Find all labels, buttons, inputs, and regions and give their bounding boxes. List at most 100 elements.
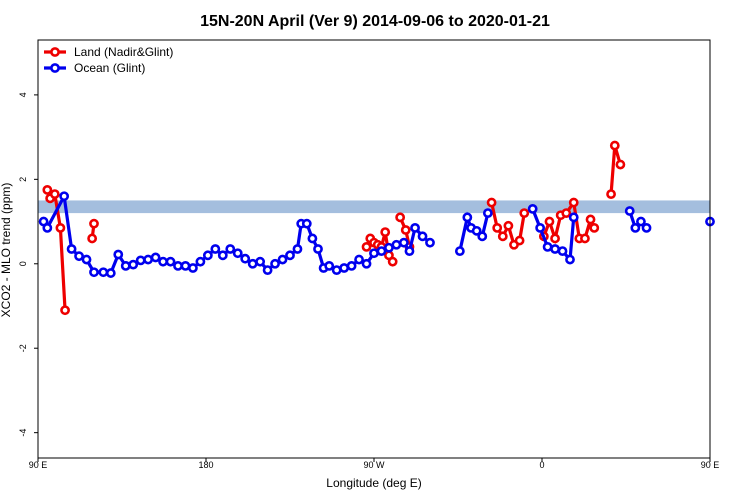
- data-point: [609, 140, 620, 151]
- data-point: [535, 222, 546, 233]
- data-point: [49, 189, 60, 200]
- data-point: [313, 244, 323, 254]
- legend-swatch-marker: [50, 47, 60, 57]
- data-point: [81, 254, 92, 265]
- data-point: [544, 216, 555, 227]
- data-point: [135, 255, 146, 266]
- data-point: [180, 260, 191, 271]
- series-line: [609, 145, 622, 195]
- series-line: [542, 198, 596, 245]
- data-point: [307, 233, 318, 244]
- data-point: [482, 208, 493, 219]
- data-point: [417, 231, 428, 242]
- data-point: [503, 220, 514, 231]
- data-point: [589, 222, 600, 233]
- data-point: [384, 242, 394, 253]
- x-axis: 90 E 180 90 W 0 90 E: [29, 458, 720, 470]
- series-layer: [38, 140, 715, 316]
- data-point: [128, 259, 139, 270]
- y-axis: -4 -2 0 2 4: [18, 92, 38, 437]
- data-point: [113, 249, 124, 260]
- data-point: [519, 208, 530, 219]
- data-point: [277, 254, 288, 265]
- data-point: [550, 244, 560, 254]
- data-point: [247, 258, 258, 269]
- data-point: [87, 233, 98, 244]
- data-point: [158, 256, 168, 267]
- data-point: [636, 216, 646, 227]
- y-tick-label: 2: [18, 177, 28, 182]
- data-point: [354, 254, 364, 265]
- data-point: [361, 241, 372, 252]
- x-tick-label: 0: [539, 460, 544, 470]
- data-point: [410, 222, 420, 233]
- data-point: [42, 222, 53, 233]
- y-axis-label: XCO2 - MLO trend (ppm): [0, 183, 13, 318]
- data-point: [471, 225, 482, 236]
- data-point: [60, 305, 70, 316]
- map-band: [38, 200, 710, 214]
- data-point: [150, 252, 161, 263]
- data-point: [324, 260, 335, 271]
- data-point: [561, 208, 572, 219]
- series-1: [38, 191, 715, 278]
- data-point: [492, 222, 503, 233]
- data-point: [292, 244, 303, 254]
- data-point: [232, 248, 243, 259]
- x-tick-label: 90 E: [29, 460, 48, 470]
- data-point: [527, 203, 538, 214]
- data-point: [66, 244, 77, 254]
- y-tick-label: -4: [18, 429, 28, 437]
- data-point: [339, 263, 350, 273]
- data-point: [105, 268, 116, 278]
- data-point: [301, 218, 312, 229]
- data-point: [202, 250, 213, 261]
- data-point: [387, 256, 398, 267]
- x-tick-label: 180: [198, 460, 213, 470]
- data-point: [165, 256, 176, 267]
- x-tick-label: 90 E: [701, 460, 720, 470]
- data-point: [454, 246, 465, 257]
- data-point: [59, 191, 70, 202]
- legend-swatch-marker: [50, 63, 60, 73]
- data-point: [188, 263, 198, 273]
- data-point: [42, 184, 53, 195]
- data-point: [395, 212, 406, 223]
- legend: Land (Nadir&Glint) Ocean (Glint): [44, 45, 173, 75]
- data-point: [285, 250, 295, 261]
- data-point: [486, 197, 497, 208]
- data-point: [143, 254, 154, 265]
- y-tick-label: 0: [18, 261, 28, 266]
- data-point: [270, 258, 280, 269]
- data-point: [120, 260, 131, 271]
- data-point: [630, 222, 641, 233]
- data-point: [400, 225, 411, 235]
- chart-title: 15N-20N April (Ver 9) 2014-09-06 to 2020…: [200, 13, 550, 30]
- data-point: [585, 214, 596, 225]
- data-point: [361, 258, 372, 269]
- data-point: [404, 246, 415, 257]
- x-tick-label: 90 W: [363, 460, 385, 470]
- y-tick-label: 4: [18, 92, 28, 97]
- data-point: [477, 231, 488, 242]
- data-point: [462, 212, 473, 223]
- legend-label: Land (Nadir&Glint): [74, 45, 173, 59]
- data-point: [225, 244, 236, 254]
- data-point: [542, 241, 553, 252]
- data-point: [425, 237, 435, 248]
- data-point: [173, 260, 183, 271]
- data-point: [615, 159, 626, 170]
- data-point: [240, 253, 251, 264]
- data-point: [89, 267, 99, 278]
- y-tick-label: -2: [18, 344, 28, 352]
- x-axis-label: Longitude (deg E): [326, 476, 421, 490]
- data-point: [391, 239, 402, 250]
- ocean-band: [38, 200, 710, 214]
- data-point: [89, 218, 99, 229]
- data-point: [398, 237, 409, 248]
- data-point: [624, 206, 635, 216]
- data-point: [331, 265, 342, 276]
- data-point: [210, 244, 221, 254]
- data-point: [550, 233, 560, 244]
